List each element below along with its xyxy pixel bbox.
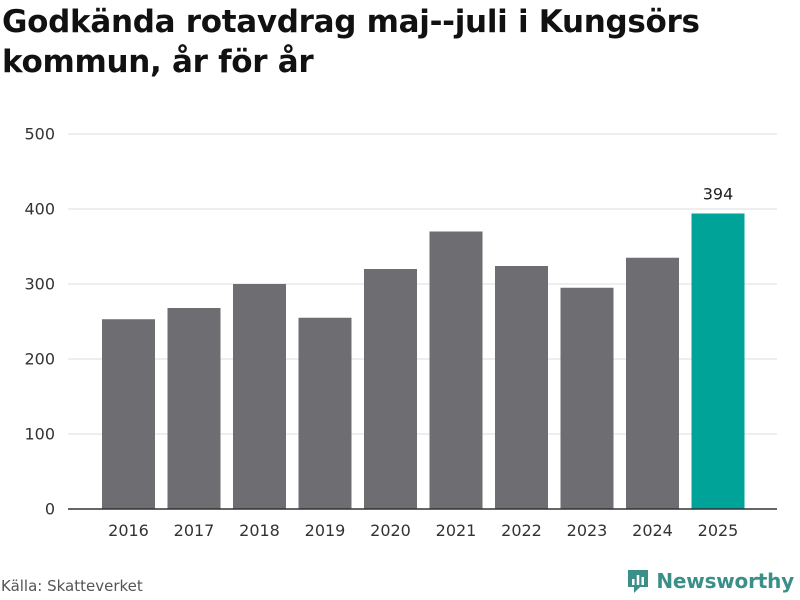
x-tick-label: 2024 [632, 521, 673, 540]
y-tick-label: 500 [24, 125, 55, 144]
bar [233, 284, 286, 509]
bar [102, 319, 155, 509]
data-label: 394 [703, 185, 734, 204]
bar [167, 308, 221, 509]
chart-title: Godkända rotavdrag maj--juli i Kungsörs … [2, 4, 700, 80]
bar [691, 213, 745, 509]
bar [560, 287, 614, 509]
x-tick-label: 2017 [174, 521, 215, 540]
x-tick-label: 2021 [436, 521, 477, 540]
x-tick-label: 2022 [501, 521, 542, 540]
y-axis-ticks: 0 100 200 300 400 500 [24, 125, 55, 519]
x-axis-ticks: 2016 2017 2018 2019 2020 2021 2022 2023 2024 2025 [108, 521, 738, 540]
y-tick-label: 300 [24, 275, 55, 294]
bar [298, 317, 352, 509]
brand-logo: Newsworthy [626, 568, 794, 594]
y-tick-label: 100 [24, 425, 55, 444]
bar [429, 231, 483, 509]
brand-name: Newsworthy [656, 569, 794, 593]
x-tick-label: 2018 [239, 521, 280, 540]
x-tick-label: 2025 [698, 521, 739, 540]
bars [102, 213, 745, 509]
bar [495, 266, 548, 509]
x-tick-label: 2019 [305, 521, 346, 540]
y-tick-label: 400 [24, 200, 55, 219]
x-tick-label: 2023 [567, 521, 608, 540]
newsworthy-logo-icon [628, 570, 649, 593]
source-note: Källa: Skatteverket [1, 577, 143, 595]
x-tick-label: 2020 [370, 521, 411, 540]
bar [364, 269, 417, 509]
y-tick-label: 200 [24, 350, 55, 369]
y-tick-label: 0 [45, 500, 55, 519]
x-tick-label: 2016 [108, 521, 149, 540]
data-labels: 394 [703, 185, 734, 204]
bar [626, 257, 679, 509]
